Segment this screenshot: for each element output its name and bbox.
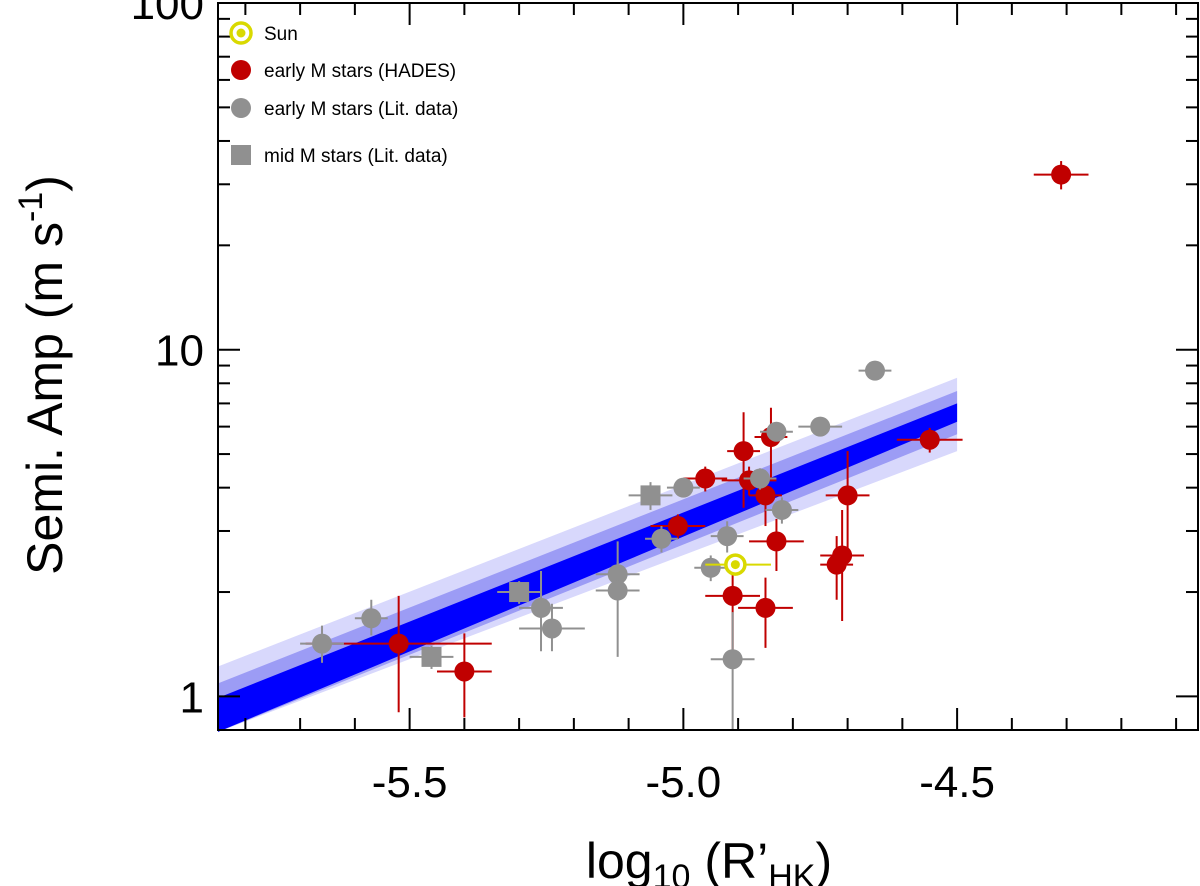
- point-marker: [766, 531, 787, 552]
- y-axis-title: Semi. Amp (m s-1): [12, 175, 73, 575]
- point-marker: [667, 516, 688, 537]
- axis-ticks: [218, 2, 1198, 730]
- early-m-stars-lit-data-point-15: [858, 360, 892, 381]
- point-marker: [864, 360, 885, 381]
- early-m-stars-hades-point-10: [749, 518, 804, 571]
- y-tick-label: 10: [155, 327, 204, 376]
- sun-point-0: [705, 553, 771, 576]
- legend-marker: [231, 145, 251, 165]
- early-m-stars-hades-point-8: [749, 473, 782, 527]
- point-marker: [1051, 164, 1072, 185]
- early-m-stars-hades-point-2: [650, 514, 706, 539]
- point-marker: [509, 582, 530, 603]
- legend-entry: Sun: [229, 21, 298, 45]
- early-m-stars-lit-data-point-6: [645, 526, 678, 553]
- point-marker: [810, 416, 831, 437]
- point-marker: [717, 526, 738, 547]
- early-m-stars-lit-data-point-0: [300, 625, 344, 663]
- early-m-stars-lit-data-point-11: [743, 468, 777, 490]
- mid-m-stars-lit-data-point-2: [628, 482, 673, 510]
- point-marker: [388, 633, 409, 654]
- legend: Sun early M stars (HADES) early M stars (L…: [229, 21, 458, 167]
- x-tick-label: -5.0: [645, 758, 721, 807]
- point-marker: [722, 649, 743, 670]
- point-marker: [673, 477, 694, 498]
- point-marker: [312, 633, 333, 654]
- legend-entry: early M stars (Lit. data): [231, 98, 458, 120]
- early-m-stars-hades-point-3: [683, 466, 728, 492]
- early-m-stars-lit-data-point-12: [760, 421, 793, 442]
- point-marker: [421, 646, 442, 667]
- mid-m-stars-lit-data-point-1: [497, 581, 542, 604]
- early-m-stars-lit-data-point-10: [710, 612, 755, 730]
- early-m-stars-hades-point-1: [436, 633, 492, 718]
- early-m-stars-lit-data-point-14: [798, 416, 843, 437]
- point-marker: [454, 661, 475, 682]
- x-tick-label: -5.5: [372, 758, 448, 807]
- legend-entry: mid M stars (Lit. data): [231, 145, 448, 167]
- point-marker: [695, 468, 716, 489]
- point-marker: [837, 485, 858, 506]
- point-marker: [832, 545, 853, 566]
- early-m-stars-hades-point-5: [727, 412, 761, 508]
- legend-label: Sun: [264, 24, 298, 45]
- fit-band-core: [218, 403, 958, 732]
- early-m-stars-lit-data-point-13: [765, 497, 799, 524]
- legend-label: early M stars (Lit. data): [264, 99, 458, 120]
- point-marker: [766, 421, 787, 442]
- point-marker: [919, 429, 940, 450]
- early-m-stars-hades-point-15: [1033, 161, 1089, 190]
- early-m-stars-lit-data-point-3: [519, 603, 585, 652]
- point-marker: [640, 485, 661, 506]
- early-m-stars-lit-data-point-7: [666, 477, 700, 498]
- early-m-stars-hades-point-7: [738, 577, 793, 648]
- early-m-stars-lit-data-point-9: [710, 521, 744, 553]
- point-marker: [607, 580, 628, 601]
- mid-m-stars-lit-data-point-0: [409, 645, 454, 669]
- legend-entry: early M stars (HADES): [231, 60, 456, 82]
- point-marker: [541, 618, 562, 639]
- legend-marker-center: [236, 28, 246, 38]
- legend-label: early M stars (HADES): [264, 61, 456, 82]
- axis-tick-labels: -5.5 -5.0 -4.5 1 10 100: [131, 0, 995, 807]
- legend-marker: [231, 60, 251, 80]
- early-m-stars-hades-point-14: [896, 427, 963, 453]
- early-m-stars-lit-data-point-2: [519, 570, 563, 652]
- early-m-stars-hades-point-13: [825, 451, 870, 559]
- point-marker: [733, 441, 754, 462]
- point-marker: [771, 499, 792, 520]
- early-m-stars-lit-data-point-5: [595, 541, 640, 657]
- data-points: [300, 161, 1089, 730]
- y-tick-label: 100: [131, 0, 204, 29]
- y-tick-label: 1: [180, 673, 204, 722]
- point-marker-center: [730, 560, 740, 570]
- legend-label: mid M stars (Lit. data): [264, 146, 448, 167]
- point-marker: [700, 557, 721, 578]
- point-marker: [755, 485, 776, 506]
- legend-marker: [231, 98, 251, 118]
- point-marker: [531, 597, 552, 618]
- point-marker: [755, 597, 776, 618]
- point-marker: [651, 528, 672, 549]
- point-marker: [361, 608, 382, 629]
- point-marker: [750, 468, 771, 489]
- x-tick-label: -4.5: [919, 758, 995, 807]
- point-marker: [722, 585, 743, 606]
- early-m-stars-lit-data-point-1: [354, 599, 388, 636]
- x-axis-title: log10 (R’HK): [586, 833, 832, 886]
- early-m-stars-lit-data-point-8: [694, 555, 728, 582]
